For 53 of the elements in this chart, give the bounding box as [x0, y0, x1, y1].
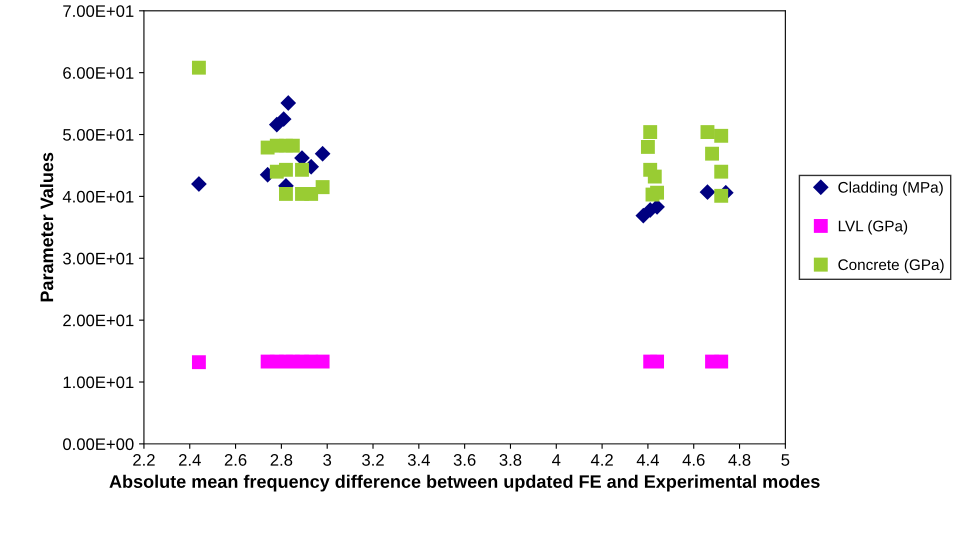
x-tick-label: 4.4: [636, 454, 660, 466]
point: [192, 60, 206, 75]
point: [316, 354, 330, 369]
legend-label: Cladding (MPa): [838, 182, 943, 196]
y-tick-label: 3.00E+01: [63, 252, 134, 264]
point: [705, 146, 719, 161]
x-tick-label: 3.4: [408, 454, 430, 466]
point: [295, 162, 309, 177]
x-tick-label: 3.8: [500, 454, 522, 466]
point: [316, 180, 330, 194]
x-tick-label: 3.6: [454, 454, 476, 466]
x-tick-label: 3: [323, 454, 332, 466]
x-tick-label: 4.2: [590, 454, 613, 466]
point: [648, 170, 662, 184]
point: [714, 188, 728, 203]
y-tick-label: 2.00E+01: [63, 314, 134, 326]
point: [714, 164, 728, 179]
x-tick-label: 4: [552, 454, 560, 466]
legend-label: Concrete (GPa): [838, 258, 944, 274]
y-axis-title: Parameter Values: [40, 152, 54, 302]
x-axis-title: Absolute mean frequency difference between updated FE and Experimental modes: [109, 474, 820, 492]
x-tick-label: 3.2: [362, 454, 384, 466]
point: [304, 186, 318, 201]
point: [280, 95, 296, 111]
point: [700, 125, 714, 140]
point: [269, 117, 284, 132]
point: [714, 354, 728, 369]
point: [286, 138, 300, 153]
y-tick-label: 5.00E+01: [63, 128, 134, 141]
point: [650, 186, 664, 200]
y-tick-label: 4.00E+01: [62, 190, 134, 203]
legend-label: LVL (GPa): [838, 220, 908, 234]
x-tick-label: 2.2: [133, 454, 155, 466]
point: [700, 184, 716, 200]
y-tick-label: 1.00E+01: [64, 376, 134, 388]
point: [650, 354, 664, 369]
y-tick-label: 7.00E+01: [63, 5, 134, 18]
point: [714, 128, 728, 143]
x-tick-label: 4.8: [728, 454, 750, 466]
x-tick-label: 2.4: [179, 454, 201, 466]
y-tick-label: 0.00E+00: [63, 438, 134, 450]
y-tick-label: 6.00E+01: [63, 67, 134, 79]
point: [279, 162, 293, 177]
point: [191, 176, 206, 192]
x-tick-label: 2.8: [270, 454, 292, 466]
x-tick-label: 4.6: [682, 454, 705, 466]
point: [315, 146, 330, 162]
point: [640, 140, 655, 154]
x-tick-label: 2.6: [224, 454, 246, 466]
x-tick-label: 5: [781, 454, 790, 466]
point: [643, 125, 658, 140]
point: [279, 186, 293, 201]
point: [192, 355, 206, 370]
